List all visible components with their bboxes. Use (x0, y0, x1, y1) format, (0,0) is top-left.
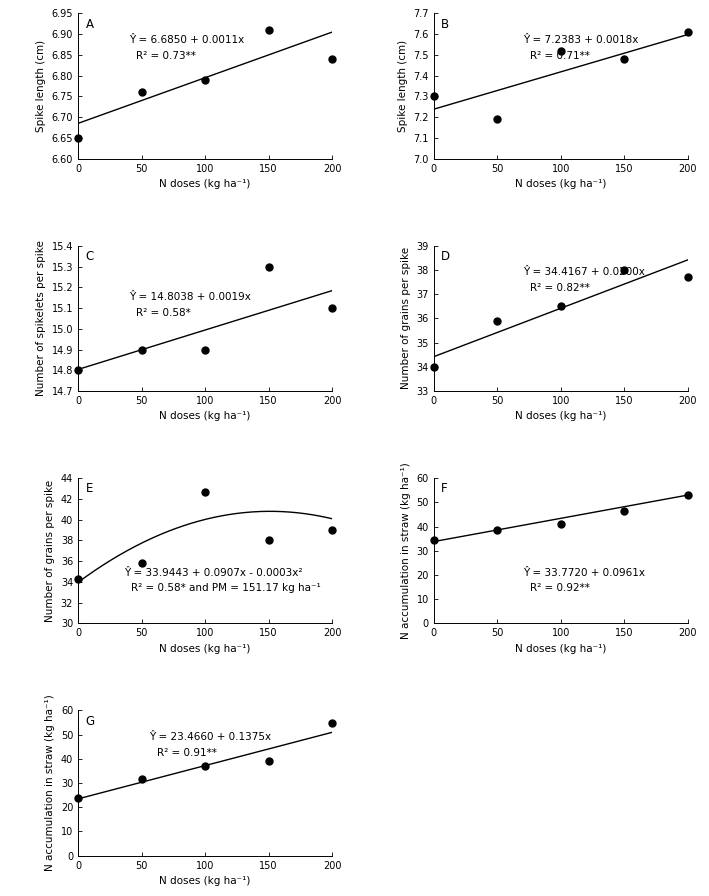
Point (136, 85, 147, 99)
Text: R² = 0.82**: R² = 0.82** (530, 283, 590, 293)
Point (199, 485, 211, 499)
Point (326, 52, 337, 66)
Point (326, 301, 337, 315)
Text: B: B (441, 18, 450, 30)
Text: F: F (441, 482, 448, 495)
Point (555, 299, 566, 314)
Point (555, 517, 566, 531)
Text: Ŷ = 33.9443 + 0.0907x - 0.0003x²: Ŷ = 33.9443 + 0.0907x - 0.0003x² (123, 567, 302, 578)
Point (326, 523, 337, 538)
X-axis label: N doses (kg ha⁻¹): N doses (kg ha⁻¹) (160, 643, 251, 654)
Point (618, 504, 630, 518)
Point (136, 342, 147, 357)
Text: C: C (86, 250, 94, 263)
Point (263, 754, 274, 769)
Point (682, 25, 693, 39)
Point (263, 533, 274, 547)
Point (555, 44, 566, 58)
Text: A: A (86, 18, 94, 30)
Point (618, 52, 630, 66)
Point (136, 772, 147, 787)
X-axis label: N doses (kg ha⁻¹): N doses (kg ha⁻¹) (515, 411, 606, 421)
Point (491, 314, 503, 328)
Point (199, 342, 211, 357)
Point (682, 270, 693, 284)
Text: E: E (86, 482, 93, 495)
Y-axis label: N accumulation in straw (kg ha⁻¹): N accumulation in straw (kg ha⁻¹) (45, 694, 55, 872)
Text: Ŷ = 33.7720 + 0.0961x: Ŷ = 33.7720 + 0.0961x (523, 567, 644, 578)
Point (72, 131, 84, 145)
Text: Ŷ = 6.6850 + 0.0011x: Ŷ = 6.6850 + 0.0011x (129, 35, 244, 45)
Point (199, 759, 211, 773)
Y-axis label: Number of spikelets per spike: Number of spikelets per spike (36, 240, 46, 396)
Point (72, 572, 84, 586)
Y-axis label: Spike length (cm): Spike length (cm) (398, 40, 408, 132)
Point (428, 532, 440, 547)
X-axis label: N doses (kg ha⁻¹): N doses (kg ha⁻¹) (160, 876, 251, 886)
Text: Ŷ = 14.8038 + 0.0019x: Ŷ = 14.8038 + 0.0019x (129, 291, 251, 302)
Point (72, 790, 84, 805)
Point (72, 363, 84, 377)
Text: Ŷ = 34.4167 + 0.0200x: Ŷ = 34.4167 + 0.0200x (523, 267, 644, 277)
Point (682, 488, 693, 503)
Y-axis label: Number of grains per spike: Number of grains per spike (45, 479, 55, 622)
Y-axis label: Spike length (cm): Spike length (cm) (36, 40, 46, 132)
Point (491, 523, 503, 538)
Point (428, 359, 440, 374)
Text: R² = 0.73**: R² = 0.73** (136, 50, 196, 61)
Point (199, 73, 211, 87)
X-axis label: N doses (kg ha⁻¹): N doses (kg ha⁻¹) (515, 643, 606, 654)
X-axis label: N doses (kg ha⁻¹): N doses (kg ha⁻¹) (160, 411, 251, 421)
Text: R² = 0.91**: R² = 0.91** (157, 747, 217, 758)
Text: R² = 0.92**: R² = 0.92** (530, 583, 590, 593)
Text: R² = 0.58*: R² = 0.58* (136, 307, 191, 317)
Point (263, 259, 274, 273)
Text: Ŷ = 7.2383 + 0.0018x: Ŷ = 7.2383 + 0.0018x (523, 35, 638, 45)
Point (136, 556, 147, 571)
Text: Ŷ = 23.4660 + 0.1375x: Ŷ = 23.4660 + 0.1375x (149, 732, 272, 742)
X-axis label: N doses (kg ha⁻¹): N doses (kg ha⁻¹) (160, 179, 251, 189)
Y-axis label: N accumulation in straw (kg ha⁻¹): N accumulation in straw (kg ha⁻¹) (401, 462, 411, 639)
Text: G: G (86, 715, 95, 728)
Text: R² = 0.71**: R² = 0.71** (530, 50, 590, 61)
Y-axis label: Number of grains per spike: Number of grains per spike (401, 247, 411, 390)
Text: R² = 0.58* and PM = 151.17 kg ha⁻¹: R² = 0.58* and PM = 151.17 kg ha⁻¹ (131, 583, 321, 593)
Point (428, 90, 440, 104)
Point (491, 112, 503, 126)
X-axis label: N doses (kg ha⁻¹): N doses (kg ha⁻¹) (515, 179, 606, 189)
Point (618, 263, 630, 277)
Point (263, 23, 274, 38)
Point (326, 715, 337, 729)
Text: D: D (441, 250, 450, 263)
